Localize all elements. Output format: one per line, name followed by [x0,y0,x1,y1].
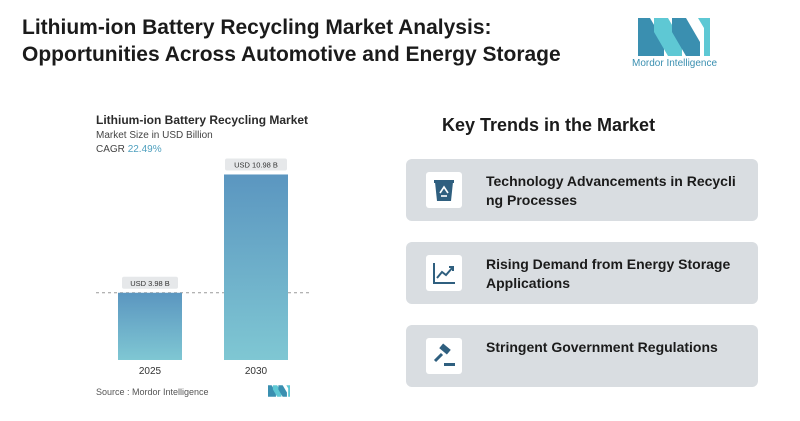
chart-header: Lithium-ion Battery Recycling Market Mar… [96,113,308,155]
data-label-2025: USD 3.98 B [130,279,170,288]
trend-label: Technology Advancements in Recycling Pro… [486,173,736,208]
brand-mark-icon [638,18,710,56]
gavel-icon [433,343,455,366]
trend-card-regulations: Stringent Government Regulations [406,325,758,387]
data-label-bg-2025 [122,276,178,289]
x-tick-label-2025: 2025 [139,366,162,377]
trend-label: Rising Demand from Energy Storage Applic… [486,256,731,291]
recycle-bin-icon [434,180,454,201]
trend-card-technology: Technology Advancements in Recycling Pro… [406,159,758,221]
trend-label: Stringent Government Regulations [486,339,718,355]
chart-unit-label: Market Size in USD Billion [96,130,213,141]
chart-title: Lithium-ion Battery Recycling Market [96,113,309,127]
bar-2030 [224,174,288,360]
page-title-line-1: Lithium-ion Battery Recycling Market Ana… [22,16,492,39]
source-note: Source : Mordor Intelligence [96,387,209,397]
data-label-2030: USD 10.98 B [234,160,278,169]
trends-title: Key Trends in the Market [442,115,656,135]
x-tick-label-2030: 2030 [245,366,268,377]
chart-cagr: CAGR 22.49% [96,144,308,155]
page-title: Lithium-ion Battery Recycling Market Ana… [22,14,582,68]
trend-icon-box [426,338,462,374]
cagr-value: 22.49% [127,144,162,155]
market-size-bar-chart: USD 3.98 B 2025 USD 10.98 B 2030 [96,158,312,377]
source-logo-icon [268,385,290,397]
trend-card-energy-storage: Rising Demand from Energy Storage Applic… [406,242,758,304]
trend-icon-box [426,255,462,291]
cagr-label: CAGR [96,144,125,155]
rising-chart-icon [433,263,455,284]
data-label-bg-2030 [225,158,287,171]
bar-2025 [118,292,182,360]
page-title-line-2: Opportunities Across Automotive and Ener… [22,43,561,66]
brand-logo: Mordor Intelligence [632,18,732,69]
trend-icon-box [426,172,462,208]
brand-name: Mordor Intelligence [632,58,718,69]
